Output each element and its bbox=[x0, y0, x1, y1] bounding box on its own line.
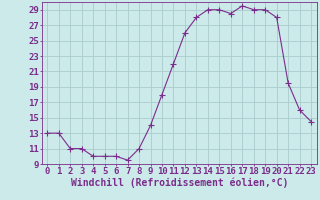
X-axis label: Windchill (Refroidissement éolien,°C): Windchill (Refroidissement éolien,°C) bbox=[70, 177, 288, 188]
